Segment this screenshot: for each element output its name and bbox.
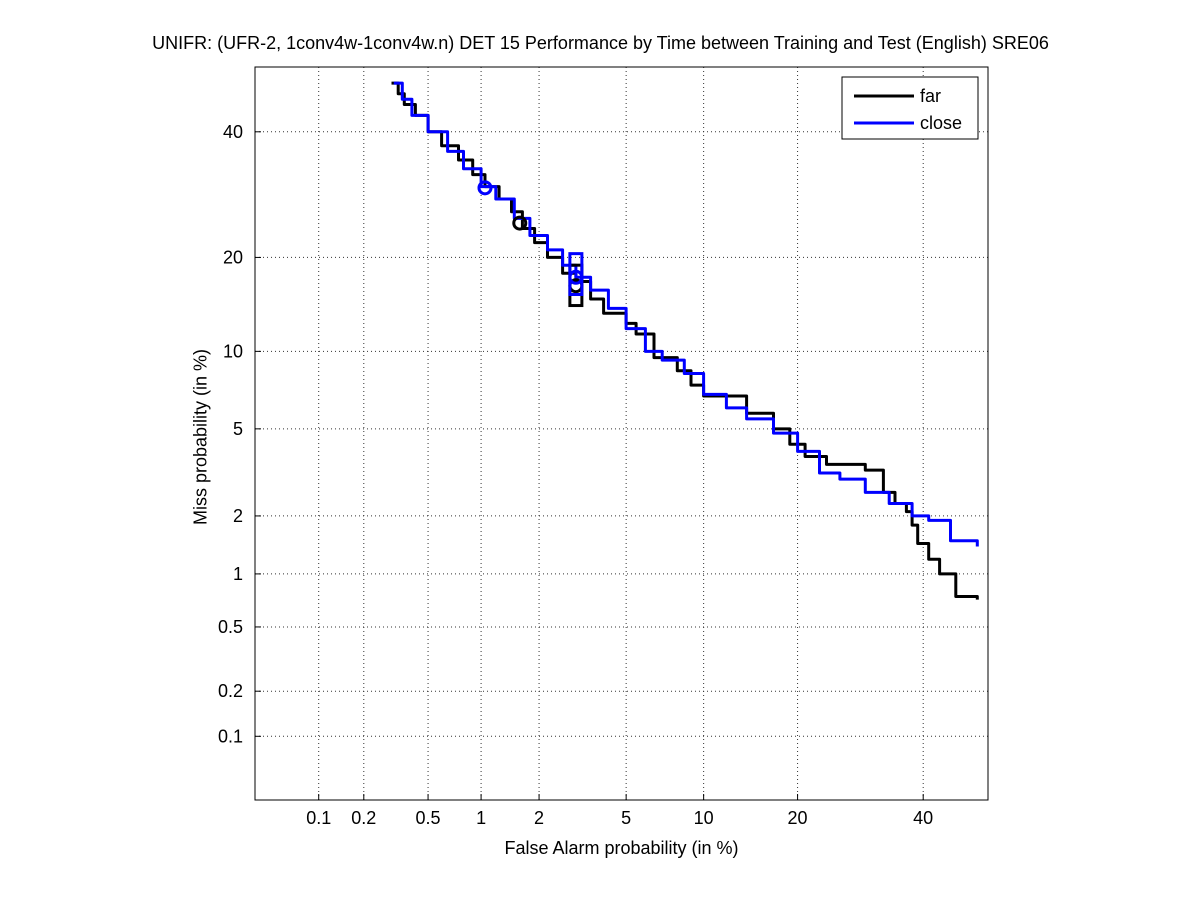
axes-box bbox=[254, 66, 989, 801]
y-tick-label: 0.2 bbox=[218, 681, 243, 701]
min-dcf-marker-close bbox=[477, 180, 493, 196]
det-curve-close bbox=[393, 81, 979, 547]
grid-lines bbox=[255, 67, 988, 800]
x-tick-label: 20 bbox=[788, 808, 808, 828]
x-tick-label: 0.2 bbox=[351, 808, 376, 828]
x-tick-label: 10 bbox=[694, 808, 714, 828]
x-axis-label: False Alarm probability (in %) bbox=[504, 838, 739, 858]
y-axis-label: Miss probability (in %) bbox=[190, 348, 211, 526]
legend: far close bbox=[841, 76, 979, 140]
det-curve-far bbox=[391, 81, 979, 600]
x-tick-label: 1 bbox=[476, 808, 486, 828]
confidence-box-close bbox=[568, 252, 584, 297]
min-dcf-marker-far bbox=[512, 215, 528, 231]
x-tick-label: 5 bbox=[621, 808, 631, 828]
x-tick-label: 0.1 bbox=[306, 808, 331, 828]
y-tick-label: 1 bbox=[233, 564, 243, 584]
y-tick-label: 5 bbox=[233, 419, 243, 439]
x-tick-label: 0.5 bbox=[416, 808, 441, 828]
y-tick-label: 20 bbox=[223, 247, 243, 267]
legend-label-close: close bbox=[920, 113, 962, 133]
axis-ticks: 0.1 0.2 0.5 1 2 5 10 20 40 0.1 0.2 0.5 1 2 5 10 20 40 bbox=[218, 122, 933, 828]
operating-point-markers bbox=[477, 180, 584, 308]
y-tick-label: 0.5 bbox=[218, 617, 243, 637]
x-tick-label: 2 bbox=[534, 808, 544, 828]
y-tick-label: 2 bbox=[233, 506, 243, 526]
chart-title: UNIFR: (UFR-2, 1conv4w-1conv4w.n) DET 15… bbox=[152, 33, 1049, 53]
det-curves bbox=[391, 81, 979, 600]
legend-box bbox=[841, 76, 979, 140]
x-tick-label: 40 bbox=[913, 808, 933, 828]
y-tick-label: 10 bbox=[223, 341, 243, 361]
y-tick-label: 40 bbox=[223, 122, 243, 142]
legend-label-far: far bbox=[920, 86, 941, 106]
y-tick-label: 0.1 bbox=[218, 726, 243, 746]
